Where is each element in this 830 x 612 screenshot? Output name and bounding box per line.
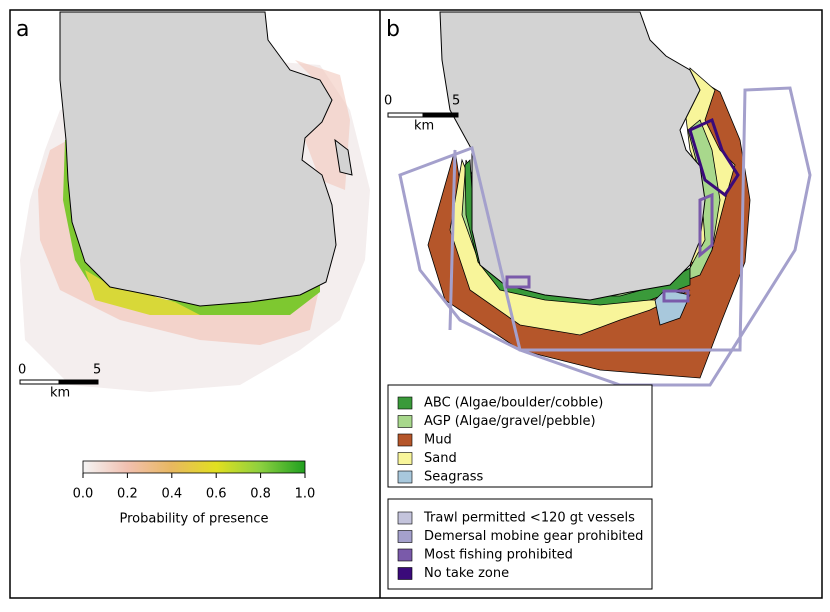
land — [439, 11, 706, 301]
scale-segment — [19, 379, 60, 385]
legend-label: Mud — [424, 433, 452, 448]
colorbar-ticks: 0.0 0.2 0.4 0.6 0.8 1.0 — [73, 473, 316, 502]
panel-label: a — [16, 17, 29, 42]
halo — [295, 60, 350, 190]
fishing-box — [662, 289, 690, 303]
colorbar-tick-label: 1.0 — [295, 487, 316, 502]
demersal-zone — [398, 86, 812, 387]
scale-segment — [422, 112, 459, 118]
legend-label: AGP (Algae/gravel/pebble) — [424, 414, 596, 429]
legend-label: Most fishing prohibited — [424, 548, 573, 563]
legend-swatch — [397, 452, 413, 465]
land — [59, 11, 337, 307]
colorbar-tick-label: 0.6 — [206, 487, 227, 502]
fishing-box — [698, 192, 714, 259]
legend-label: Trawl permitted <120 gt vessels — [423, 511, 635, 526]
colorbar-tick-label: 0.8 — [250, 487, 271, 502]
legend-box — [387, 384, 653, 488]
scale-segment — [58, 379, 99, 385]
legend-swatch — [397, 511, 413, 525]
presence — [85, 270, 200, 315]
fishing-box — [505, 275, 531, 289]
legends: ABC (Algae/boulder/cobble) AGP (Algae/gra… — [397, 396, 643, 581]
colorbar — [82, 460, 306, 474]
legend-swatch — [397, 415, 413, 428]
scale-bar: 0 5 km — [384, 94, 460, 134]
legend-label: No take zone — [424, 566, 509, 581]
map-b — [398, 11, 812, 387]
legend-label: Sand — [424, 451, 457, 466]
legend-swatch — [397, 567, 413, 580]
scale-unit: km — [414, 119, 434, 134]
island — [334, 138, 353, 176]
legend-box — [387, 498, 653, 590]
panel-label: b — [386, 17, 400, 42]
no-take-zone — [688, 117, 740, 198]
legend-swatch — [397, 396, 413, 410]
scale-start: 0 — [384, 94, 392, 109]
legend-swatch — [397, 530, 413, 543]
legend-label: ABC (Algae/boulder/cobble) — [424, 396, 603, 411]
colorbar-tick-label: 0.2 — [117, 487, 138, 502]
scale-start: 0 — [18, 363, 26, 378]
legend-label: Demersal mobine gear prohibited — [424, 529, 643, 544]
colorbar-tick-label: 0.0 — [73, 487, 94, 502]
scale-end: 5 — [452, 94, 460, 109]
map-a — [20, 11, 370, 392]
frame — [9, 9, 823, 599]
presence — [63, 140, 320, 315]
legend-swatch — [397, 548, 413, 562]
colorbar-tick-label: 0.4 — [161, 487, 182, 502]
scale-end: 5 — [93, 363, 101, 378]
zone-edge — [448, 149, 457, 331]
scale-unit: km — [50, 386, 70, 401]
scale-bar: 0 5 km — [18, 363, 101, 401]
legend-swatch — [397, 433, 413, 447]
colorbar-title: Probability of presence — [120, 512, 269, 527]
legend-label: Seagrass — [424, 470, 484, 485]
legend-swatch — [397, 470, 413, 484]
scale-segment — [387, 112, 424, 118]
